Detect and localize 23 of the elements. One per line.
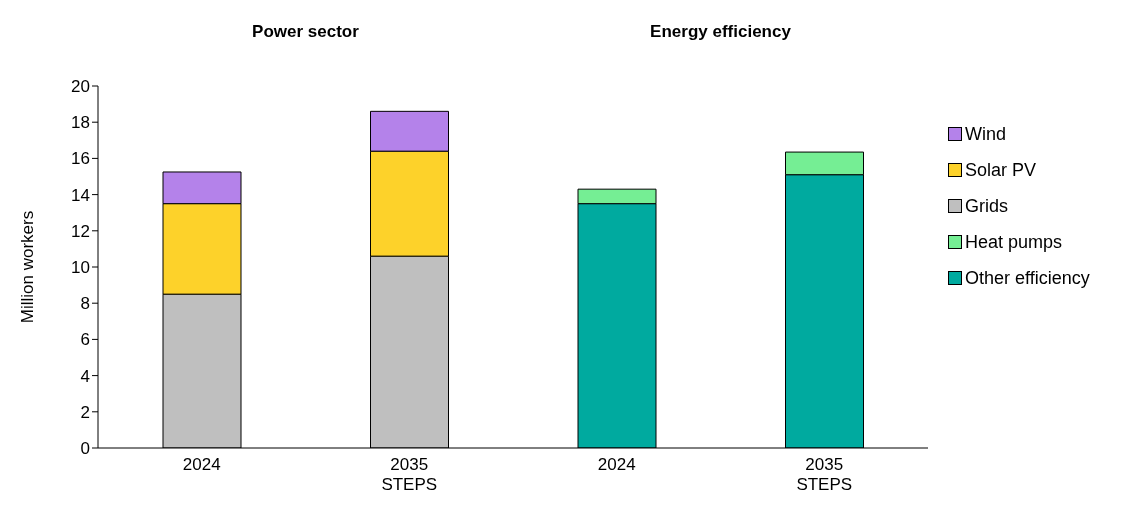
- y-tick-label: 14: [71, 185, 90, 205]
- y-axis-title: Million workers: [18, 210, 38, 324]
- text: Energy efficiency: [649, 22, 792, 42]
- legend-label: Grids: [965, 195, 1009, 217]
- x-tick-label: 2035 STEPS: [381, 455, 438, 494]
- y-tick-label: 8: [80, 294, 90, 314]
- x-tick-label: 2024: [597, 455, 636, 474]
- y-tick-label: 0: [80, 439, 90, 459]
- legend-label: Other efficiency: [965, 267, 1090, 289]
- legend-label: Wind: [965, 123, 1007, 145]
- text: Power sector: [251, 22, 360, 42]
- y-tick-label: 12: [71, 221, 90, 241]
- y-tick-label: 20: [71, 77, 90, 97]
- x-tick-label: 2024: [182, 455, 221, 474]
- y-tick-label: 6: [80, 330, 90, 350]
- y-tick-label: 4: [80, 366, 90, 386]
- y-tick-label: 10: [71, 258, 90, 278]
- x-tick-label: 2035 STEPS: [796, 455, 853, 494]
- y-tick-label: 16: [71, 149, 90, 169]
- y-tick-label: 2: [80, 402, 90, 422]
- y-tick-label: 18: [71, 113, 90, 133]
- legend-label: Solar PV: [965, 159, 1037, 181]
- legend-label: Heat pumps: [965, 231, 1063, 253]
